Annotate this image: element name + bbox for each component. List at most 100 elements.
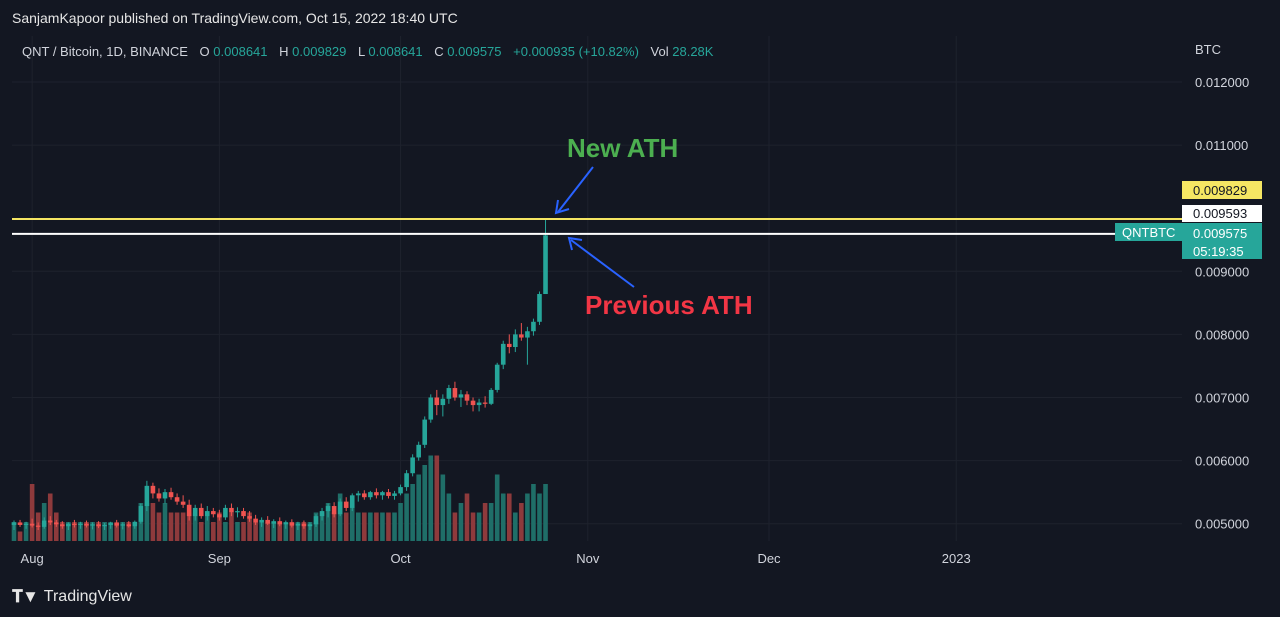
- price-chart[interactable]: QNT / Bitcoin, 1D, BINANCE O 0.008641 H …: [0, 36, 1280, 576]
- volume-bar: [337, 493, 343, 541]
- volume-bar: [60, 522, 65, 541]
- volume-bar: [174, 512, 180, 541]
- candle-body: [362, 493, 367, 498]
- candle-body: [132, 521, 138, 527]
- candle-body: [198, 507, 204, 517]
- legend-c-label: C: [434, 44, 443, 59]
- candle-body: [102, 524, 107, 527]
- volume-bar: [192, 512, 198, 541]
- candle-body: [506, 343, 512, 348]
- tradingview-logo[interactable]: 𝐓▼ TradingView: [12, 587, 132, 607]
- chart-background: [0, 36, 1280, 576]
- candle-body: [192, 507, 198, 517]
- new-ath-label: New ATH: [567, 133, 678, 163]
- volume-bar: [301, 522, 307, 541]
- volume-bar: [398, 503, 403, 541]
- legend-vol-label: Vol: [651, 44, 669, 59]
- candle-body: [531, 321, 536, 332]
- volume-bar: [470, 512, 476, 541]
- volume-bar: [494, 474, 500, 541]
- candle-body: [114, 523, 119, 526]
- volume-bar: [168, 512, 174, 541]
- volume-bar: [428, 455, 434, 541]
- candle-body: [84, 523, 89, 526]
- x-tick-label: 2023: [942, 551, 971, 566]
- volume-bar: [434, 455, 440, 541]
- volume-bar: [319, 512, 325, 541]
- candle-body: [325, 506, 331, 512]
- candle-body: [96, 524, 101, 527]
- y-tick-label: 0.012000: [1195, 75, 1249, 90]
- ath-price-tag: [1182, 181, 1262, 199]
- candle-body: [265, 519, 270, 524]
- tradingview-logo-icon: 𝐓▼: [12, 587, 39, 606]
- candle-body: [120, 524, 126, 526]
- volume-bar: [458, 503, 464, 541]
- candle-body: [217, 514, 222, 518]
- volume-bar: [416, 474, 421, 541]
- candle-body: [434, 397, 440, 406]
- candle-body: [253, 518, 258, 523]
- volume-bar: [144, 503, 150, 541]
- legend-h-value: 0.009829: [292, 44, 346, 59]
- candle-body: [464, 394, 470, 401]
- volume-bar: [229, 512, 234, 541]
- candles: [11, 218, 548, 531]
- candle-body: [380, 492, 385, 496]
- x-tick-label: Aug: [21, 551, 44, 566]
- volume-bar: [120, 522, 126, 541]
- volume-bar: [404, 493, 409, 541]
- y-axis-ticks: 0.012000 0.011000 0.009000 0.008000 0.007000…: [1195, 75, 1249, 532]
- publish-bar: SanjamKapoor published on TradingView.co…: [0, 0, 1280, 36]
- prev-ath-price-tag: [1182, 205, 1262, 222]
- volume-bar: [446, 493, 452, 541]
- candle-body: [247, 516, 252, 519]
- y-tick-label: 0.009000: [1195, 264, 1249, 279]
- candle-body: [35, 525, 41, 527]
- x-tick-label: Oct: [390, 551, 411, 566]
- legend-row: QNT / Bitcoin, 1D, BINANCE O 0.008641 H …: [22, 44, 714, 59]
- volume-bar: [519, 503, 524, 541]
- volume-bar: [343, 512, 349, 541]
- volume-bar: [259, 522, 264, 541]
- volume-bar: [126, 522, 132, 541]
- x-tick-label: Nov: [576, 551, 600, 566]
- volume-bar: [525, 493, 530, 541]
- candle-body: [513, 334, 518, 348]
- volume-bar: [410, 484, 415, 541]
- volume-bar: [156, 512, 162, 541]
- volume-bar: [23, 522, 29, 541]
- volume-bar: [150, 503, 156, 541]
- candle-body: [223, 507, 228, 518]
- chart-area[interactable]: QNT / Bitcoin, 1D, BINANCE O 0.008641 H …: [0, 36, 1280, 576]
- horizontal-lines[interactable]: [12, 217, 1182, 235]
- volume-bar: [362, 512, 367, 541]
- candle-body: [301, 523, 307, 527]
- last-price-text: 0.009575: [1193, 226, 1247, 241]
- volume-bar: [247, 512, 252, 541]
- volume-bar: [102, 522, 107, 541]
- candle-body: [241, 511, 246, 517]
- candle-body: [186, 504, 192, 517]
- volume-bar: [440, 474, 446, 541]
- candle-body: [229, 507, 234, 513]
- candle-body: [72, 523, 77, 525]
- prev-ath-arrow: [570, 239, 635, 288]
- candle-body: [349, 495, 355, 508]
- volume-bar: [180, 512, 186, 541]
- volume-bar: [513, 512, 518, 541]
- candle-body: [494, 364, 500, 390]
- candle-body: [174, 497, 180, 502]
- candle-body: [537, 294, 542, 322]
- candle-body: [11, 522, 17, 525]
- legend-o-value: 0.008641: [213, 44, 267, 59]
- new-ath-arrow: [557, 166, 594, 213]
- candle-body: [162, 492, 168, 499]
- y-tick-label: 0.006000: [1195, 454, 1249, 469]
- volume-bar: [72, 522, 77, 541]
- legend-vol-value: 28.28K: [672, 44, 714, 59]
- countdown-text: 05:19:35: [1193, 244, 1244, 259]
- candle-body: [331, 506, 337, 515]
- candle-body: [404, 473, 409, 488]
- legend-l-value: 0.008641: [368, 44, 422, 59]
